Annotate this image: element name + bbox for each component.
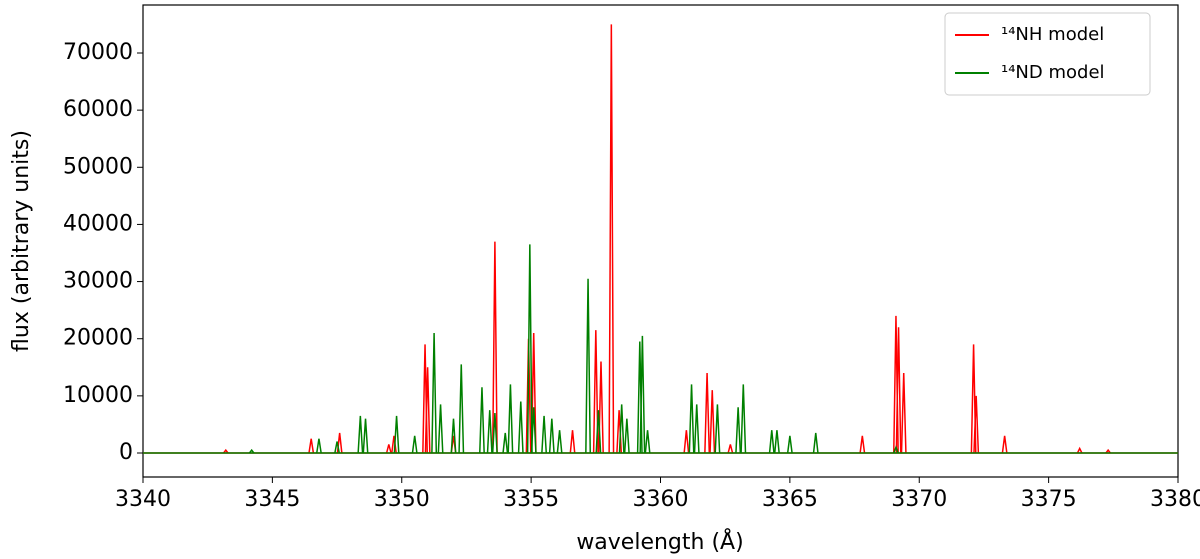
spectral-peak	[393, 415, 400, 454]
legend-box	[944, 12, 1151, 96]
spectral-peak	[709, 390, 716, 454]
x-axis-label: wavelength (Å)	[576, 528, 743, 555]
spectral-peak	[895, 327, 902, 454]
spectral-peak	[308, 438, 315, 454]
spectral-peak	[740, 384, 747, 454]
spectral-peak	[735, 407, 742, 454]
x-tick-label: 3345	[244, 487, 300, 512]
spectral-peak	[437, 404, 444, 454]
spectral-peak	[530, 407, 537, 454]
spectral-peak	[688, 384, 695, 454]
spectral-peak	[517, 401, 524, 454]
spectral-peak	[639, 335, 646, 454]
x-tick-label: 3380	[1150, 487, 1200, 512]
spectral-peak	[1076, 446, 1083, 454]
spectral-peak	[411, 435, 418, 454]
legend-label: ¹⁴NH model	[1001, 24, 1104, 45]
x-tick-label: 3355	[503, 487, 559, 512]
spectral-peak	[431, 332, 438, 454]
spectral-peak	[644, 430, 651, 454]
y-tick-label: 0	[119, 440, 133, 465]
legend-label: ¹⁴ND model	[1001, 62, 1105, 83]
spectral-peak	[316, 438, 322, 454]
spectral-peak	[623, 418, 630, 454]
x-tick-label: 3375	[1021, 487, 1077, 512]
spectral-peak	[450, 418, 457, 454]
y-tick-label: 70000	[63, 40, 133, 65]
x-tick-label: 3365	[762, 487, 818, 512]
x-tick-label: 3370	[891, 487, 947, 512]
spectral-peak	[507, 384, 514, 454]
y-tick-label: 10000	[63, 383, 133, 408]
spectral-peak	[548, 418, 555, 454]
spectral-peak	[900, 372, 907, 454]
spectral-peak	[385, 444, 392, 454]
spectral-peak	[223, 448, 229, 454]
spectral-peak	[569, 430, 576, 454]
spectral-peak	[704, 372, 711, 454]
y-tick-label: 60000	[63, 97, 133, 122]
spectral-peak	[727, 444, 734, 454]
spectral-peak	[362, 418, 369, 454]
y-tick-label: 50000	[63, 154, 133, 179]
spectral-peak	[502, 432, 509, 454]
spectral-peak	[424, 367, 431, 454]
spectral-peak	[491, 241, 498, 454]
spectral-peak	[608, 24, 615, 454]
spectral-peak	[786, 435, 793, 454]
spectral-peak	[859, 435, 866, 454]
spectral-peak	[773, 430, 780, 454]
spectral-peak	[541, 415, 548, 454]
spectral-peak	[486, 410, 493, 454]
spectral-peak	[458, 364, 465, 454]
spectral-peak	[248, 448, 255, 454]
spectral-peak	[693, 404, 700, 454]
spectral-peak	[683, 430, 690, 454]
y-tick-label: 30000	[63, 269, 133, 294]
spectral-peak	[479, 387, 485, 454]
spectral-peak	[592, 330, 599, 454]
spectral-peak	[526, 244, 533, 454]
spectral-peak	[556, 430, 563, 454]
y-axis-label: flux (arbitrary units)	[9, 130, 34, 352]
y-tick-label: 40000	[63, 211, 133, 236]
spectral-peak	[595, 410, 602, 454]
spectral-peak	[1105, 448, 1111, 454]
legend: ¹⁴NH model ¹⁴ND model	[944, 12, 1151, 96]
y-tick-label: 20000	[63, 326, 133, 351]
spectral-peak	[973, 395, 980, 454]
spectral-peak	[618, 404, 625, 454]
spectral-peak	[334, 441, 340, 454]
spectral-peak	[357, 415, 364, 454]
spectral-peak	[491, 412, 498, 454]
spectral-peak	[1001, 435, 1008, 454]
spectral-peak	[812, 432, 819, 454]
spectral-peak	[768, 430, 775, 454]
spectral-peak	[893, 445, 899, 454]
x-tick-label: 3350	[374, 487, 430, 512]
spectral-peak	[585, 278, 591, 454]
x-tick-label: 3360	[633, 487, 689, 512]
x-tick-label: 3340	[115, 487, 171, 512]
spectral-peak	[714, 404, 721, 454]
